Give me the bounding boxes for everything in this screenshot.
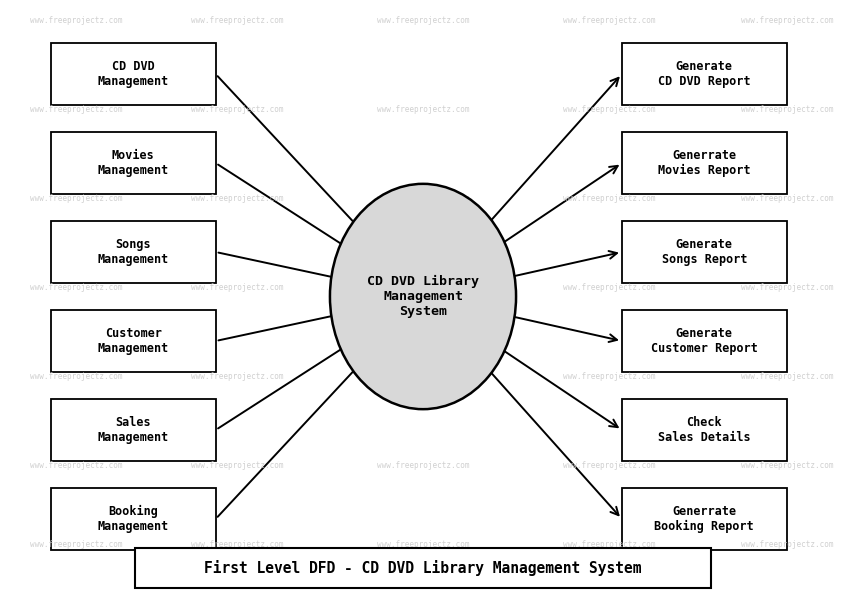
Text: www.freeprojectz.com: www.freeprojectz.com [376,461,470,470]
Text: www.freeprojectz.com: www.freeprojectz.com [30,105,123,114]
Text: www.freeprojectz.com: www.freeprojectz.com [376,283,470,292]
Text: Generrate
Movies Report: Generrate Movies Report [658,149,750,177]
Text: www.freeprojectz.com: www.freeprojectz.com [740,540,833,549]
FancyBboxPatch shape [51,132,216,195]
Text: CD DVD Library
Management
System: CD DVD Library Management System [367,275,479,318]
Text: Songs
Management: Songs Management [97,238,169,266]
Text: www.freeprojectz.com: www.freeprojectz.com [563,540,656,549]
Text: www.freeprojectz.com: www.freeprojectz.com [30,372,123,381]
FancyBboxPatch shape [51,221,216,283]
FancyBboxPatch shape [622,398,787,461]
Text: Sales
Management: Sales Management [97,416,169,444]
Text: www.freeprojectz.com: www.freeprojectz.com [740,105,833,114]
Text: www.freeprojectz.com: www.freeprojectz.com [563,372,656,381]
Text: www.freeprojectz.com: www.freeprojectz.com [190,461,283,470]
Text: www.freeprojectz.com: www.freeprojectz.com [30,194,123,203]
FancyBboxPatch shape [622,310,787,372]
Text: www.freeprojectz.com: www.freeprojectz.com [190,372,283,381]
FancyBboxPatch shape [51,310,216,372]
Text: www.freeprojectz.com: www.freeprojectz.com [30,283,123,292]
Text: Generrate
Booking Report: Generrate Booking Report [655,505,754,533]
Text: www.freeprojectz.com: www.freeprojectz.com [376,372,470,381]
Text: Customer
Management: Customer Management [97,327,169,355]
Text: www.freeprojectz.com: www.freeprojectz.com [30,461,123,470]
Text: CD DVD
Management: CD DVD Management [97,60,169,88]
Text: First Level DFD - CD DVD Library Management System: First Level DFD - CD DVD Library Managem… [204,560,642,576]
Text: www.freeprojectz.com: www.freeprojectz.com [30,16,123,25]
FancyBboxPatch shape [622,487,787,550]
Text: Check
Sales Details: Check Sales Details [658,416,750,444]
Text: www.freeprojectz.com: www.freeprojectz.com [30,540,123,549]
Text: www.freeprojectz.com: www.freeprojectz.com [563,105,656,114]
Text: www.freeprojectz.com: www.freeprojectz.com [563,283,656,292]
Text: www.freeprojectz.com: www.freeprojectz.com [190,194,283,203]
Text: Movies
Management: Movies Management [97,149,169,177]
Text: www.freeprojectz.com: www.freeprojectz.com [190,105,283,114]
Text: www.freeprojectz.com: www.freeprojectz.com [190,283,283,292]
Ellipse shape [330,184,516,409]
Text: www.freeprojectz.com: www.freeprojectz.com [740,283,833,292]
FancyBboxPatch shape [135,548,711,588]
Text: Booking
Management: Booking Management [97,505,169,533]
Text: www.freeprojectz.com: www.freeprojectz.com [740,16,833,25]
Text: www.freeprojectz.com: www.freeprojectz.com [376,105,470,114]
FancyBboxPatch shape [622,132,787,195]
Text: www.freeprojectz.com: www.freeprojectz.com [190,540,283,549]
Text: www.freeprojectz.com: www.freeprojectz.com [740,194,833,203]
Text: www.freeprojectz.com: www.freeprojectz.com [563,461,656,470]
Text: www.freeprojectz.com: www.freeprojectz.com [190,16,283,25]
Text: www.freeprojectz.com: www.freeprojectz.com [740,372,833,381]
Text: Generate
Songs Report: Generate Songs Report [662,238,747,266]
Text: www.freeprojectz.com: www.freeprojectz.com [376,16,470,25]
Text: Generate
CD DVD Report: Generate CD DVD Report [658,60,750,88]
FancyBboxPatch shape [51,398,216,461]
FancyBboxPatch shape [622,43,787,106]
Text: Generate
Customer Report: Generate Customer Report [651,327,758,355]
FancyBboxPatch shape [51,43,216,106]
FancyBboxPatch shape [622,221,787,283]
Text: www.freeprojectz.com: www.freeprojectz.com [563,16,656,25]
Text: www.freeprojectz.com: www.freeprojectz.com [563,194,656,203]
FancyBboxPatch shape [51,487,216,550]
Text: www.freeprojectz.com: www.freeprojectz.com [376,194,470,203]
Text: www.freeprojectz.com: www.freeprojectz.com [376,540,470,549]
Text: www.freeprojectz.com: www.freeprojectz.com [740,461,833,470]
